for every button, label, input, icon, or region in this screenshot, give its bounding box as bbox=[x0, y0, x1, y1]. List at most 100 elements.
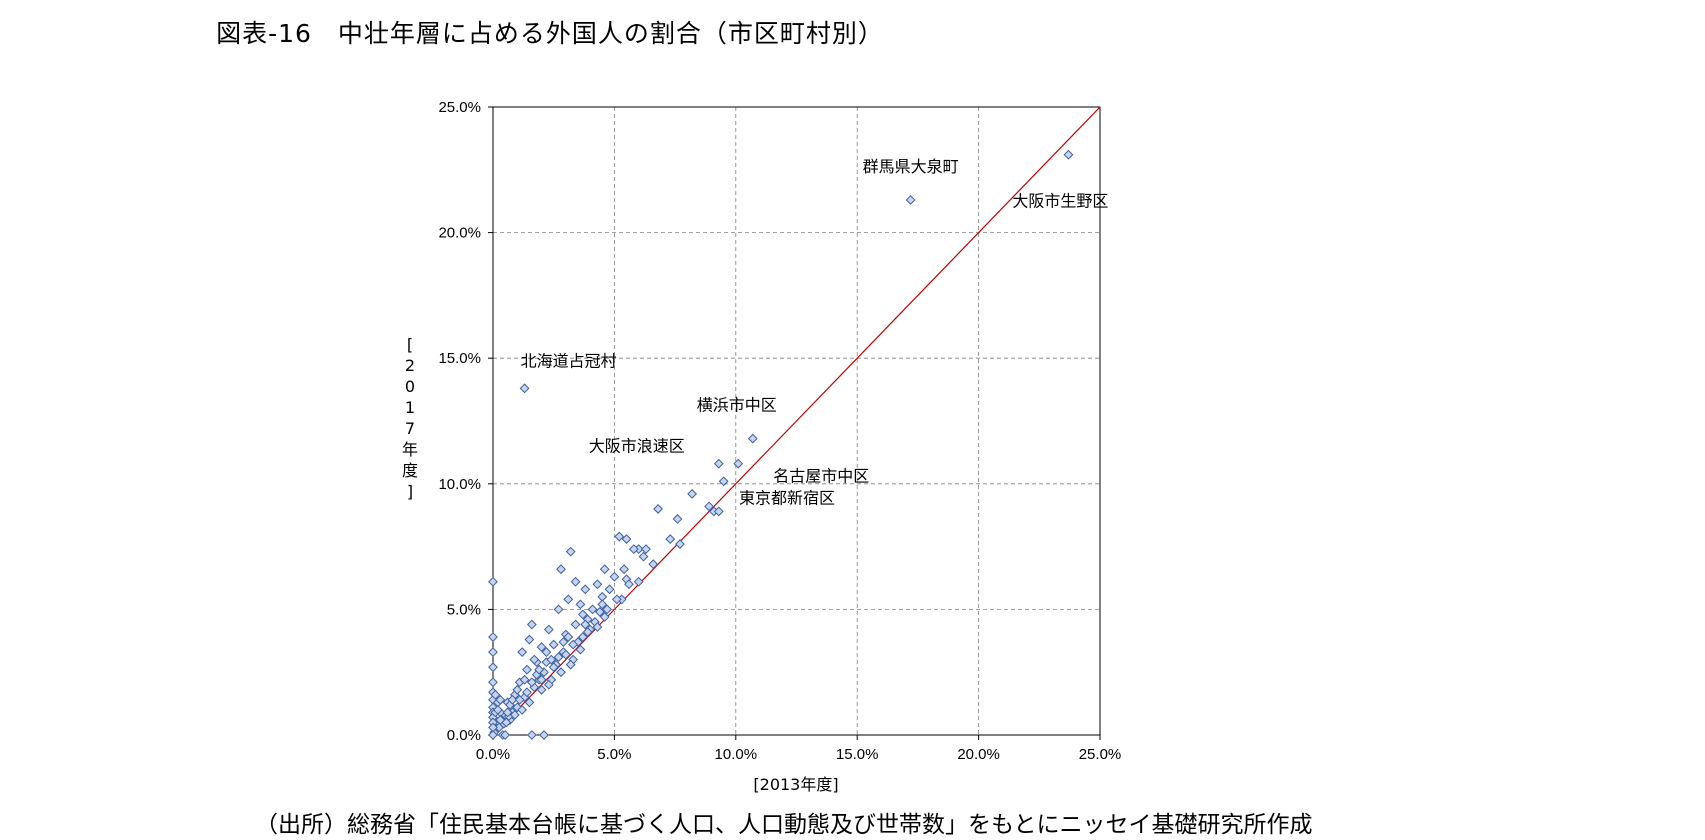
data-point bbox=[500, 730, 511, 740]
data-point bbox=[648, 559, 659, 570]
data-point bbox=[512, 684, 523, 695]
y-axis-ticks: 0.0% 5.0% 10.0% 15.0% 20.0% 25.0% bbox=[438, 99, 493, 744]
data-point bbox=[522, 664, 532, 675]
data-point bbox=[592, 622, 603, 632]
source-note: （出所）総務省「住民基本台帳に基づく人口、人口動態及び世帯数」をもとにニッセイ基… bbox=[255, 812, 1313, 838]
data-point bbox=[548, 662, 559, 673]
data-point bbox=[539, 730, 549, 740]
point-annotations: 群馬県大泉町大阪市生野区北海道占冠村横浜市中区大阪市浪速区名古屋市中区東京都新宿… bbox=[521, 157, 1109, 507]
data-point bbox=[641, 544, 651, 555]
data-point bbox=[522, 687, 532, 698]
data-point bbox=[580, 619, 591, 630]
data-point bbox=[543, 624, 554, 635]
data-point bbox=[611, 594, 622, 605]
data-point bbox=[621, 534, 632, 544]
x-tick-label: 5.0% bbox=[597, 746, 631, 763]
data-point bbox=[519, 383, 530, 394]
data-point bbox=[563, 632, 574, 642]
data-point bbox=[556, 564, 566, 575]
data-point bbox=[488, 677, 498, 688]
data-point bbox=[536, 674, 547, 685]
x-axis-title: [2013年度] bbox=[753, 775, 838, 794]
x-tick-label: 10.0% bbox=[715, 746, 758, 763]
data-point bbox=[556, 667, 566, 678]
data-point bbox=[488, 576, 498, 587]
data-point bbox=[672, 514, 683, 524]
data-point bbox=[526, 730, 537, 740]
point-annotation-label: 名古屋市中区 bbox=[773, 467, 869, 486]
data-point bbox=[492, 704, 503, 715]
reference-line-y-equals-x bbox=[492, 106, 1101, 736]
data-point bbox=[599, 564, 610, 575]
data-point bbox=[599, 612, 610, 622]
data-point bbox=[543, 679, 554, 690]
data-point bbox=[488, 662, 498, 673]
data-point bbox=[534, 664, 545, 675]
data-point bbox=[624, 579, 634, 590]
data-point bbox=[905, 195, 916, 205]
data-point bbox=[653, 504, 664, 514]
y-tick-label: 0.0% bbox=[447, 727, 481, 744]
y-tick-label: 5.0% bbox=[447, 601, 481, 618]
data-point bbox=[514, 694, 525, 705]
data-point bbox=[577, 632, 588, 642]
y-tick-label: 20.0% bbox=[438, 225, 481, 242]
point-annotation-label: 大阪市浪速区 bbox=[589, 437, 685, 456]
data-point bbox=[509, 709, 520, 720]
data-point bbox=[568, 639, 579, 650]
data-point bbox=[687, 488, 698, 499]
data-point bbox=[517, 647, 528, 658]
data-point bbox=[580, 584, 591, 595]
point-annotation-label: 横浜市中区 bbox=[697, 396, 777, 415]
data-point bbox=[519, 674, 530, 685]
chart-title: 図表-16 中壮年層に占める外国人の割合（市区町村別） bbox=[216, 19, 884, 48]
data-point bbox=[570, 619, 581, 630]
x-tick-label: 0.0% bbox=[476, 746, 510, 763]
data-point bbox=[548, 639, 559, 650]
data-point bbox=[512, 702, 523, 713]
data-point bbox=[558, 637, 569, 647]
data-point bbox=[594, 607, 605, 617]
data-point bbox=[507, 694, 518, 705]
data-point bbox=[495, 715, 506, 725]
scatter-chart: 0.0% 5.0% 10.0% 15.0% 20.0% 25.0% 0.0% 5.0% 10.… bbox=[402, 99, 1121, 794]
plot-frame bbox=[492, 106, 1101, 736]
data-point bbox=[718, 476, 729, 487]
x-tick-label: 15.0% bbox=[836, 746, 879, 763]
y-tick-label: 15.0% bbox=[438, 350, 481, 367]
data-point bbox=[609, 571, 620, 582]
point-annotation-label: 群馬県大泉町 bbox=[863, 157, 959, 176]
data-point bbox=[536, 684, 547, 695]
data-point bbox=[517, 704, 528, 715]
data-point bbox=[733, 458, 744, 469]
data-point bbox=[495, 694, 506, 705]
data-point bbox=[587, 604, 598, 615]
data-point bbox=[575, 644, 586, 655]
data-point bbox=[675, 539, 685, 549]
data-point bbox=[541, 647, 552, 658]
data-point bbox=[619, 564, 630, 575]
x-axis-ticks: 0.0% 5.0% 10.0% 15.0% 20.0% 25.0% bbox=[476, 735, 1121, 763]
y-tick-label: 25.0% bbox=[438, 99, 481, 116]
data-point bbox=[704, 501, 714, 512]
data-point bbox=[638, 551, 649, 562]
data-point bbox=[575, 599, 586, 610]
data-point bbox=[665, 534, 676, 544]
data-point bbox=[570, 576, 581, 587]
data-point bbox=[488, 730, 498, 740]
data-point bbox=[524, 634, 535, 645]
data-point bbox=[536, 642, 547, 652]
data-point bbox=[577, 609, 588, 620]
data-point bbox=[553, 604, 564, 615]
y-tick-label: 10.0% bbox=[438, 476, 481, 493]
data-point bbox=[526, 677, 537, 688]
data-point bbox=[560, 649, 571, 660]
data-point bbox=[529, 654, 540, 665]
point-annotation-label: 大阪市生野区 bbox=[1012, 192, 1108, 211]
data-point bbox=[713, 506, 724, 517]
data-point bbox=[502, 707, 513, 718]
point-annotation-label: 北海道占冠村 bbox=[521, 351, 617, 370]
x-tick-label: 20.0% bbox=[957, 746, 1000, 763]
data-point bbox=[614, 531, 625, 542]
y-axis-title: [2 0 1 7 年度] bbox=[402, 335, 418, 501]
